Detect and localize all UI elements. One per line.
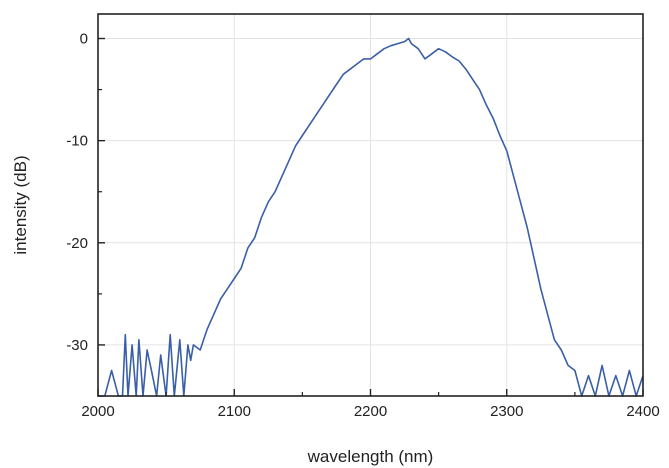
x-tick-label: 2100 <box>218 403 251 420</box>
y-tick-label: 0 <box>80 31 88 48</box>
y-tick-label: -10 <box>66 133 88 150</box>
y-tick-label: -30 <box>66 337 88 354</box>
tick-layer: 2000 2100 2200 2300 2400 0 -10 -20 -30 <box>66 31 659 420</box>
x-tick-label: 2400 <box>626 403 659 420</box>
x-tick-label: 2200 <box>354 403 387 420</box>
x-axis-title: wavelength (nm) <box>307 447 434 466</box>
series-line-intensity <box>98 37 644 397</box>
x-tick-label: 2000 <box>81 403 114 420</box>
y-axis-title: intensity (dB) <box>11 155 30 254</box>
x-tick-label: 2300 <box>490 403 523 420</box>
y-tick-label: -20 <box>66 235 88 252</box>
grid-layer <box>98 14 643 396</box>
